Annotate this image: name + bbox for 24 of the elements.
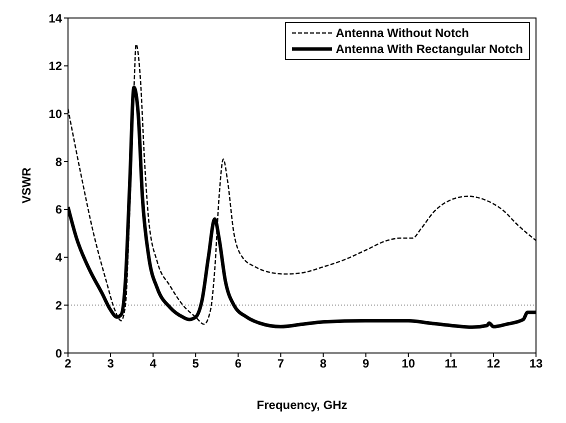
x-tick-label: 2 [64, 356, 72, 371]
x-tick-label: 4 [150, 356, 157, 371]
x-tick-label: 11 [444, 356, 458, 371]
y-tick-label: 4 [55, 250, 62, 265]
x-tick-label: 5 [192, 356, 200, 371]
x-tick-label: 7 [277, 356, 284, 371]
y-tick-label: 10 [48, 106, 62, 121]
legend-label: Antenna Without Notch [336, 25, 469, 41]
x-axis-title: Frequency, GHz [256, 398, 348, 412]
y-tick-label: 12 [48, 59, 62, 74]
y-tick-label: 2 [55, 298, 62, 312]
y-tick-label: 14 [48, 11, 62, 26]
x-tick-label: 10 [402, 356, 416, 371]
legend-label: Antenna With Rectangular Notch [336, 41, 523, 57]
x-tick-label: 6 [234, 356, 242, 371]
y-axis-title: VSWR [19, 167, 34, 204]
y-tick-label: 6 [55, 202, 62, 217]
x-tick-label: 8 [320, 356, 327, 371]
x-tick-label: 12 [486, 356, 500, 371]
x-tick-label: 13 [529, 356, 543, 371]
x-tick-label: 3 [107, 356, 114, 371]
x-tick-label: 9 [362, 356, 370, 371]
y-tick-label: 0 [55, 346, 62, 360]
y-tick-label: 8 [55, 154, 62, 169]
